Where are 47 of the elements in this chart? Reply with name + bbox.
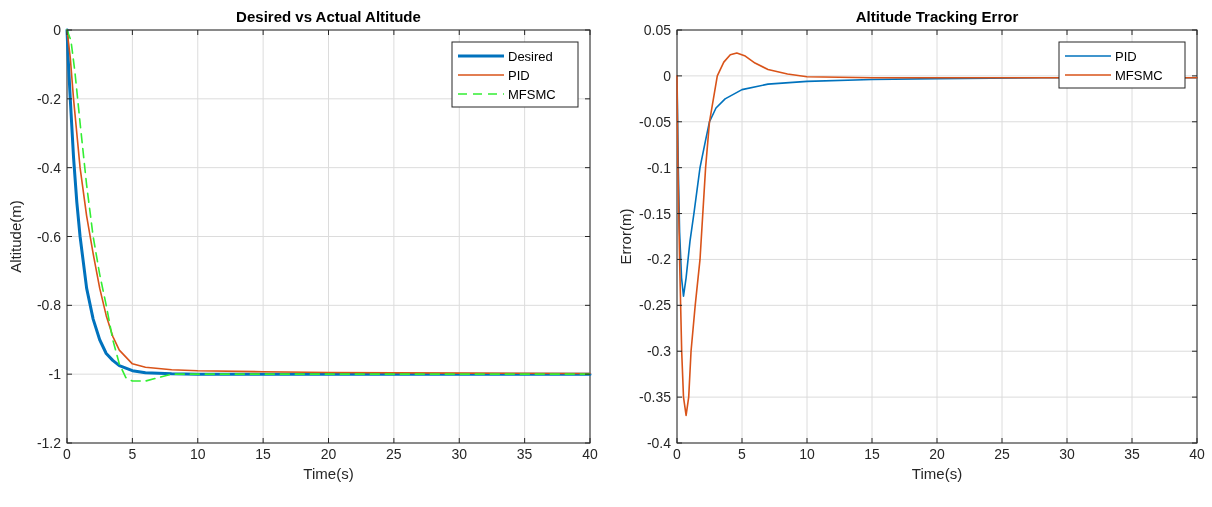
y-tick-label: -0.2: [36, 90, 62, 107]
y-tick-label: 0: [53, 22, 62, 38]
x-tick-label: 20: [929, 446, 945, 462]
y-axis-title: Error(m): [617, 208, 634, 265]
y-tick-label: -0.6: [36, 228, 62, 245]
y-tick-label: -0.3: [646, 343, 672, 360]
y-tick-label: -0.4: [36, 159, 62, 176]
x-tick-label: 25: [994, 446, 1010, 462]
legend-label: Desired: [508, 49, 553, 64]
x-tick-label: 5: [128, 446, 137, 462]
y-tick-label: -0.8: [36, 297, 62, 314]
y-tick-label: -0.05: [639, 113, 672, 130]
y-tick-label: -0.2: [646, 251, 672, 268]
x-axis-title: Time(s): [911, 465, 963, 482]
y-axis-title: Altitude(m): [7, 200, 24, 273]
x-tick-label: 10: [799, 446, 815, 462]
legend-label: PID: [1115, 49, 1137, 64]
y-tick-label: -0.15: [639, 205, 672, 222]
x-tick-label: 35: [1124, 446, 1140, 462]
x-tick-label: 30: [1059, 446, 1075, 462]
y-tick-label: 0.05: [643, 22, 672, 38]
x-tick-label: 40: [582, 446, 598, 462]
y-tick-label: -1: [48, 366, 62, 383]
legend-label: MFSMC: [1115, 68, 1163, 83]
y-tick-label: -0.1: [646, 159, 672, 176]
x-tick-label: 0: [63, 446, 72, 462]
x-tick-label: 0: [673, 446, 682, 462]
y-tick-label: -1.2: [36, 435, 62, 451]
chart-title: Altitude Tracking Error: [855, 8, 1019, 25]
x-tick-label: 30: [451, 446, 468, 462]
legend-label: MFSMC: [508, 87, 556, 102]
x-tick-label: 20: [320, 446, 337, 462]
x-tick-label: 35: [516, 446, 533, 462]
x-tick-label: 25: [386, 446, 402, 462]
y-tick-label: -0.25: [639, 297, 672, 314]
x-tick-label: 10: [189, 446, 206, 462]
x-axis-title: Time(s): [303, 465, 354, 482]
x-tick-label: 40: [1189, 446, 1205, 462]
legend-label: PID: [508, 68, 530, 83]
x-tick-label: 5: [738, 446, 747, 462]
y-tick-label: -0.35: [639, 389, 672, 406]
x-tick-label: 15: [864, 446, 880, 462]
y-tick-label: 0: [663, 67, 672, 84]
chart-title: Desired vs Actual Altitude: [236, 8, 421, 25]
x-tick-label: 15: [255, 446, 272, 462]
line-series: [676, 52, 1198, 417]
y-tick-label: -0.4: [646, 435, 672, 451]
